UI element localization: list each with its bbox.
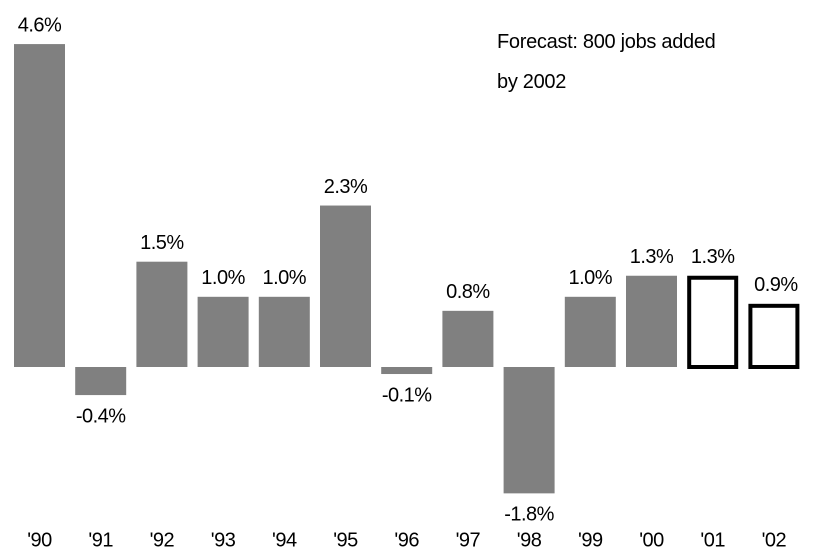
x-tick-label: '93 <box>211 529 236 550</box>
bar <box>381 367 433 375</box>
value-label: 1.5% <box>140 232 184 254</box>
value-label: 1.0% <box>569 267 613 289</box>
value-label: 1.3% <box>691 246 735 268</box>
x-tick-label: '92 <box>150 529 175 550</box>
value-label: -0.1% <box>382 384 432 406</box>
value-label: 4.6% <box>18 14 62 36</box>
x-tick-label: '02 <box>762 529 787 550</box>
x-tick-label: '01 <box>700 529 725 550</box>
value-label: 1.0% <box>201 267 245 289</box>
bar <box>75 367 127 396</box>
value-label: 1.0% <box>263 267 307 289</box>
bar <box>320 205 371 367</box>
x-tick-label: '91 <box>88 529 113 550</box>
x-tick-label: '98 <box>517 529 542 550</box>
bar <box>442 310 494 367</box>
bar <box>14 44 65 368</box>
bar <box>626 275 677 367</box>
x-tick-label: '97 <box>456 529 481 550</box>
x-tick-label: '95 <box>333 529 358 550</box>
value-label: -1.8% <box>504 504 554 526</box>
value-label: 1.3% <box>630 246 674 268</box>
bar <box>564 296 616 367</box>
bar <box>197 296 249 367</box>
value-label: 0.9% <box>754 274 798 296</box>
bar <box>687 275 739 369</box>
bar <box>503 367 555 494</box>
annotation: Forecast: 800 jobs added by 2002 <box>497 31 716 93</box>
bar <box>136 261 188 367</box>
bar <box>748 303 800 370</box>
x-tick-label: '96 <box>394 529 419 550</box>
value-label: 0.8% <box>446 281 490 303</box>
bar <box>258 296 310 367</box>
value-label: 2.3% <box>324 176 368 198</box>
x-tick-label: '94 <box>272 529 297 550</box>
x-tick-label: '99 <box>578 529 603 550</box>
x-tick-label: '90 <box>27 529 52 550</box>
value-label: -0.4% <box>76 405 126 427</box>
x-tick-label: '00 <box>639 529 664 550</box>
